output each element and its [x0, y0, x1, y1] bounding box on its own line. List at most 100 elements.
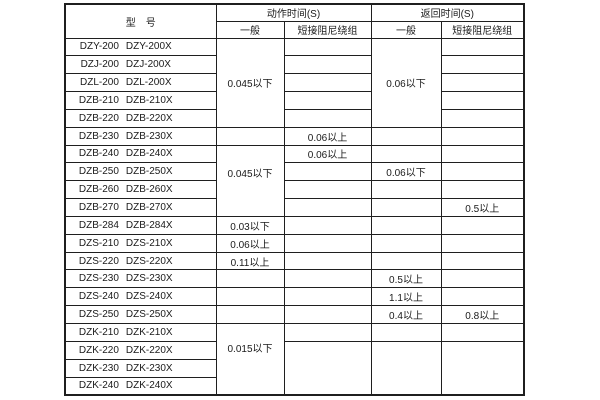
model-name: DZL-200 — [80, 77, 119, 89]
return-short-damping-header: 短接阻尼绕组 — [440, 20, 525, 39]
return-damping-cell — [440, 91, 525, 110]
model-name-x: DZS-240X — [125, 291, 173, 303]
action-damping-merged-empty-cell — [283, 340, 372, 396]
action-general-cell — [215, 305, 285, 324]
model-name-x: DZB-260X — [125, 184, 173, 196]
model-cell: DZK-210 DZK-210X — [64, 323, 217, 342]
return-general-cell: 0.5以上 — [370, 269, 442, 289]
table-row: DZB-284 DZB-284X 0.03以下 — [64, 215, 525, 235]
model-name-x: DZJ-200X — [125, 59, 171, 71]
model-name-x: DZY-200X — [125, 41, 172, 53]
return-damping-cell — [440, 37, 525, 57]
table-row: DZS-230 DZS-230X 0.5以上 — [64, 269, 525, 289]
action-general-cell: 0.11以上 — [215, 251, 285, 271]
model-name-x: DZL-200X — [125, 77, 172, 89]
table-row: DZK-240 DZK-240X — [64, 376, 524, 396]
return-general-cell: 0.4以上 — [370, 305, 442, 324]
return-general-cell — [370, 180, 442, 200]
action-general-merged-cell: 0.045以下 — [215, 37, 285, 128]
action-damping-cell — [283, 162, 372, 182]
return-damping-cell — [440, 269, 525, 289]
action-damping-cell — [283, 91, 372, 110]
model-name-x: DZB-220X — [125, 112, 173, 124]
return-damping-cell — [440, 287, 525, 307]
table-row: DZS-250 DZS-250X 0.4以上 0.8以上 — [64, 305, 525, 324]
return-general-cell — [370, 198, 442, 217]
return-damping-cell — [440, 126, 525, 146]
return-general-cell — [370, 215, 442, 235]
return-time-group-header: 返回时间(S) — [370, 3, 525, 22]
model-name: DZB-260 — [78, 184, 119, 196]
action-damping-cell — [283, 251, 372, 271]
model-name-x: DZB-240X — [125, 148, 173, 160]
model-name: DZK-230 — [78, 362, 119, 374]
model-cell: DZL-200 DZL-200X — [64, 73, 217, 93]
action-general-cell — [215, 269, 285, 289]
model-name-x: DZS-230X — [125, 273, 173, 285]
return-damping-cell — [440, 215, 525, 235]
model-name: DZB-250 — [78, 166, 119, 178]
model-cell: DZB-250 DZB-250X — [64, 162, 217, 182]
action-damping-cell — [283, 287, 372, 307]
action-general-cell: 0.03以下 — [215, 215, 285, 235]
relay-spec-table: 型 号 动作时间(S) 返回时间(S) 一般 短接阻尼绕组 一般 短接阻尼绕组 … — [64, 3, 525, 396]
return-general-cell — [370, 251, 442, 271]
model-cell: DZB-270 DZB-270X — [64, 198, 217, 217]
table-row: DZB-210 DZB-210X — [64, 91, 525, 110]
model-name: DZY-200 — [79, 41, 119, 53]
action-damping-cell — [283, 108, 372, 128]
table-row: DZB-220 DZB-220X — [64, 108, 525, 128]
model-name-x: DZB-210X — [125, 94, 173, 106]
model-cell: DZS-250 DZS-250X — [64, 305, 217, 324]
header-row-subcolumns: 一般 短接阻尼绕组 一般 短接阻尼绕组 — [65, 20, 525, 39]
model-name-x: DZK-210X — [125, 326, 173, 338]
model-name: DZJ-200 — [80, 59, 119, 71]
table-row: DZK-220 DZK-220X — [64, 340, 525, 396]
model-name-x: DZB-284X — [125, 219, 173, 231]
table-row: DZJ-200 DZJ-200X — [64, 55, 525, 75]
model-name-x: DZK-230X — [125, 362, 173, 374]
return-damping-cell — [440, 73, 525, 93]
model-name: DZS-250 — [78, 309, 119, 321]
model-name-x: DZS-250X — [125, 309, 173, 321]
model-name-x: DZB-230X — [125, 130, 173, 142]
model-cell: DZB-210 DZB-210X — [64, 91, 217, 110]
return-damping-cell — [440, 233, 525, 253]
model-name-x: DZK-240X — [125, 380, 173, 392]
relay-spec-table-wrapper: 型 号 动作时间(S) 返回时间(S) 一般 短接阻尼绕组 一般 短接阻尼绕组 … — [64, 3, 525, 396]
return-damping-cell — [440, 162, 525, 182]
model-cell: DZB-230 DZB-230X — [64, 126, 217, 146]
model-name: DZB-230 — [78, 130, 119, 142]
return-general-merged-empty-cell — [370, 340, 442, 396]
model-cell: DZB-240 DZB-240X — [64, 144, 217, 164]
action-general-merged-cell: 0.015以下 — [215, 322, 285, 396]
table-row: DZB-240 DZB-240X 0.045以下 0.06以上 — [64, 144, 525, 217]
action-general-cell — [215, 126, 285, 146]
return-general-cell — [370, 126, 442, 146]
model-name: DZB-210 — [78, 94, 119, 106]
action-damping-cell — [283, 180, 372, 200]
return-general-cell — [370, 144, 442, 164]
model-name: DZB-284 — [78, 219, 119, 231]
model-name: DZK-240 — [78, 380, 119, 392]
model-cell: DZK-230 DZK-230X — [64, 358, 217, 378]
table-row: DZB-250 DZB-250X 0.06以下 — [64, 162, 525, 182]
action-damping-cell — [283, 215, 372, 235]
action-damping-cell: 0.06以上 — [283, 126, 372, 146]
return-general-cell: 1.1以上 — [370, 287, 442, 307]
table-row: DZB-270 DZB-270X 0.5以上 — [64, 198, 525, 217]
return-general-header: 一般 — [370, 20, 442, 39]
action-general-merged-cell: 0.045以下 — [215, 144, 285, 217]
table-row: DZB-230 DZB-230X 0.06以上 — [64, 126, 525, 146]
action-general-header: 一般 — [215, 20, 285, 39]
model-name-x: DZB-250X — [125, 166, 173, 178]
model-name: DZS-220 — [78, 255, 119, 267]
action-damping-cell: 0.06以上 — [283, 144, 372, 164]
return-general-merged-cell: 0.06以下 — [370, 37, 442, 128]
model-name: DZK-210 — [78, 326, 119, 338]
model-cell: DZS-240 DZS-240X — [64, 287, 217, 307]
action-damping-cell — [283, 55, 372, 75]
action-damping-cell — [283, 323, 372, 342]
model-name: DZB-220 — [78, 112, 119, 124]
model-name-x: DZS-210X — [125, 237, 173, 249]
